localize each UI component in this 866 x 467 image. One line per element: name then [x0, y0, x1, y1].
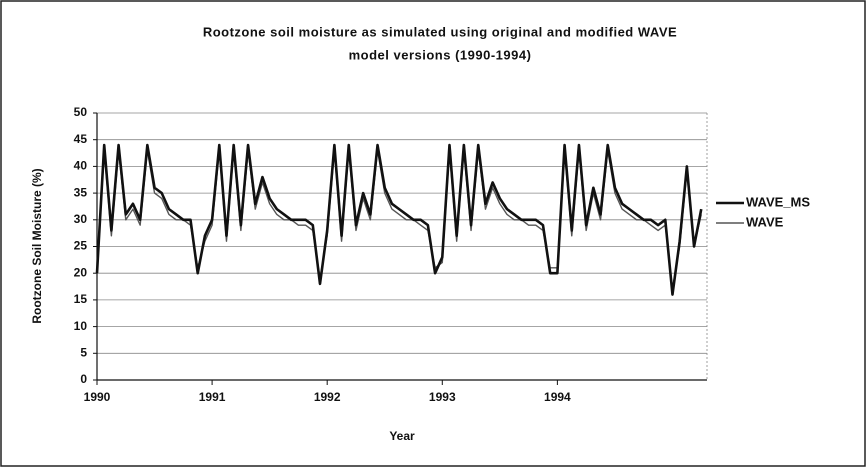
- x-axis-label: Year: [389, 429, 415, 443]
- x-tick-label: 1994: [544, 390, 571, 404]
- y-tick-label: 20: [74, 265, 88, 279]
- y-tick-label: 30: [74, 212, 88, 226]
- legend-label: WAVE_MS: [746, 194, 810, 209]
- x-tick-label: 1992: [314, 390, 341, 404]
- y-tick-label: 50: [74, 105, 88, 119]
- chart-title: Rootzone soil moisture as simulated usin…: [203, 24, 677, 39]
- y-axis-label: Rootzone Soil Moisture (%): [30, 168, 44, 323]
- x-tick-label: 1990: [84, 390, 111, 404]
- y-tick-label: 15: [74, 292, 88, 306]
- y-tick-label: 10: [74, 319, 88, 333]
- y-tick-label: 40: [74, 159, 88, 173]
- series-line: [95, 143, 703, 296]
- x-tick-label: 1993: [429, 390, 456, 404]
- y-tick-label: 45: [74, 132, 88, 146]
- x-tick-label: 1991: [199, 390, 226, 404]
- legend-label: WAVE: [746, 214, 784, 229]
- chart-subtitle: model versions (1990-1994): [349, 47, 532, 62]
- y-tick-label: 0: [80, 372, 87, 386]
- y-tick-label: 25: [74, 239, 88, 253]
- y-tick-label: 5: [80, 345, 87, 359]
- y-tick-label: 35: [74, 185, 88, 199]
